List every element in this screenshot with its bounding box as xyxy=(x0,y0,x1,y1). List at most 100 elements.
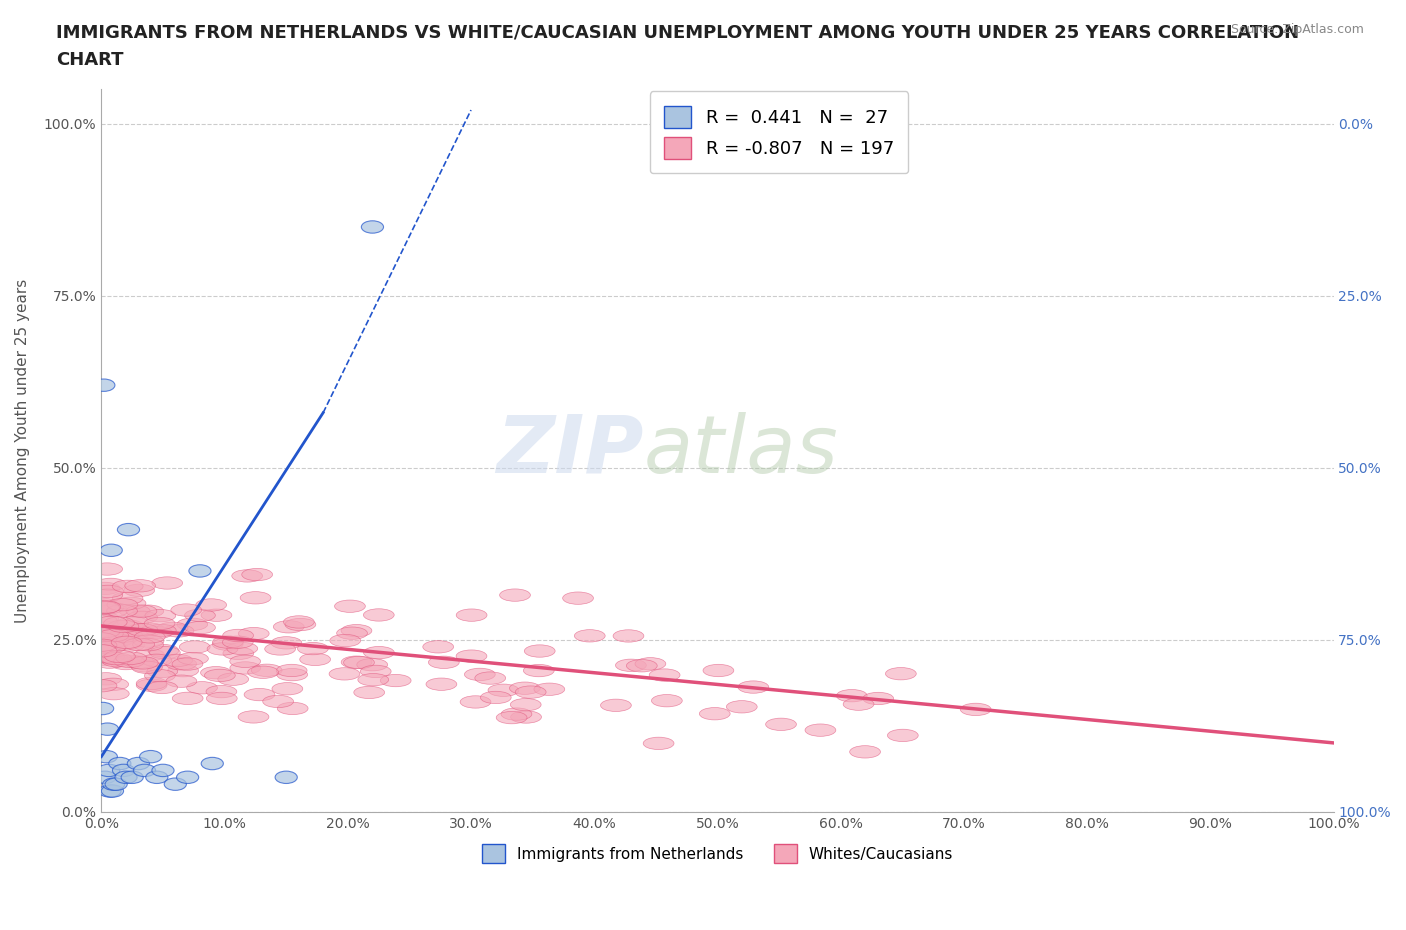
Ellipse shape xyxy=(114,655,145,668)
Ellipse shape xyxy=(195,599,226,611)
Ellipse shape xyxy=(120,604,150,618)
Ellipse shape xyxy=(242,568,273,580)
Ellipse shape xyxy=(264,643,295,655)
Ellipse shape xyxy=(423,641,454,653)
Ellipse shape xyxy=(960,703,991,715)
Ellipse shape xyxy=(207,685,236,698)
Ellipse shape xyxy=(97,616,127,629)
Ellipse shape xyxy=(271,637,302,649)
Ellipse shape xyxy=(132,639,163,651)
Ellipse shape xyxy=(204,670,235,682)
Ellipse shape xyxy=(184,621,215,633)
Ellipse shape xyxy=(515,686,546,698)
Ellipse shape xyxy=(180,641,209,653)
Ellipse shape xyxy=(426,678,457,690)
Ellipse shape xyxy=(499,589,530,602)
Ellipse shape xyxy=(124,584,155,596)
Ellipse shape xyxy=(125,579,156,592)
Ellipse shape xyxy=(134,605,163,618)
Ellipse shape xyxy=(111,636,142,648)
Ellipse shape xyxy=(105,778,128,790)
Ellipse shape xyxy=(96,578,127,591)
Ellipse shape xyxy=(766,718,796,731)
Ellipse shape xyxy=(844,698,875,711)
Ellipse shape xyxy=(703,664,734,677)
Ellipse shape xyxy=(173,692,202,705)
Ellipse shape xyxy=(162,654,193,667)
Ellipse shape xyxy=(115,652,146,664)
Ellipse shape xyxy=(342,656,373,669)
Ellipse shape xyxy=(481,691,512,704)
Ellipse shape xyxy=(89,630,120,643)
Ellipse shape xyxy=(166,658,197,670)
Ellipse shape xyxy=(643,737,673,750)
Ellipse shape xyxy=(114,639,145,651)
Ellipse shape xyxy=(91,702,114,714)
Ellipse shape xyxy=(456,650,486,662)
Ellipse shape xyxy=(86,600,117,613)
Ellipse shape xyxy=(86,632,117,645)
Ellipse shape xyxy=(114,625,145,638)
Ellipse shape xyxy=(127,611,157,623)
Ellipse shape xyxy=(616,659,647,671)
Ellipse shape xyxy=(475,671,506,684)
Ellipse shape xyxy=(359,673,388,685)
Ellipse shape xyxy=(212,636,243,648)
Ellipse shape xyxy=(177,618,208,631)
Ellipse shape xyxy=(96,751,117,763)
Ellipse shape xyxy=(285,618,316,631)
Ellipse shape xyxy=(91,589,122,602)
Ellipse shape xyxy=(141,654,172,667)
Ellipse shape xyxy=(128,657,157,669)
Ellipse shape xyxy=(115,597,146,609)
Ellipse shape xyxy=(510,711,541,724)
Ellipse shape xyxy=(188,565,211,578)
Ellipse shape xyxy=(98,630,129,642)
Ellipse shape xyxy=(380,674,411,686)
Ellipse shape xyxy=(357,658,388,671)
Ellipse shape xyxy=(429,657,460,669)
Ellipse shape xyxy=(96,641,127,653)
Ellipse shape xyxy=(335,600,366,612)
Ellipse shape xyxy=(361,220,384,233)
Ellipse shape xyxy=(167,664,198,677)
Text: CHART: CHART xyxy=(56,51,124,69)
Ellipse shape xyxy=(117,524,139,536)
Ellipse shape xyxy=(97,640,128,653)
Ellipse shape xyxy=(93,602,124,614)
Ellipse shape xyxy=(145,670,176,682)
Ellipse shape xyxy=(284,616,315,628)
Ellipse shape xyxy=(157,622,188,634)
Ellipse shape xyxy=(108,630,139,643)
Ellipse shape xyxy=(112,592,143,604)
Ellipse shape xyxy=(114,630,145,642)
Ellipse shape xyxy=(97,652,128,665)
Ellipse shape xyxy=(135,631,166,643)
Ellipse shape xyxy=(226,643,257,655)
Ellipse shape xyxy=(108,626,138,638)
Ellipse shape xyxy=(86,598,117,610)
Ellipse shape xyxy=(89,625,120,638)
Ellipse shape xyxy=(94,651,125,663)
Ellipse shape xyxy=(98,687,129,700)
Ellipse shape xyxy=(100,544,122,556)
Ellipse shape xyxy=(201,667,232,679)
Ellipse shape xyxy=(727,700,758,713)
Ellipse shape xyxy=(336,627,367,639)
Ellipse shape xyxy=(93,621,124,634)
Ellipse shape xyxy=(887,729,918,741)
Ellipse shape xyxy=(115,771,138,783)
Ellipse shape xyxy=(166,675,197,687)
Ellipse shape xyxy=(232,570,263,582)
Ellipse shape xyxy=(738,681,769,693)
Ellipse shape xyxy=(124,656,155,669)
Ellipse shape xyxy=(86,644,117,658)
Ellipse shape xyxy=(299,653,330,666)
Ellipse shape xyxy=(456,609,486,621)
Ellipse shape xyxy=(93,628,124,640)
Ellipse shape xyxy=(863,692,894,705)
Ellipse shape xyxy=(124,638,155,651)
Ellipse shape xyxy=(277,669,308,681)
Ellipse shape xyxy=(187,682,218,694)
Ellipse shape xyxy=(108,757,131,770)
